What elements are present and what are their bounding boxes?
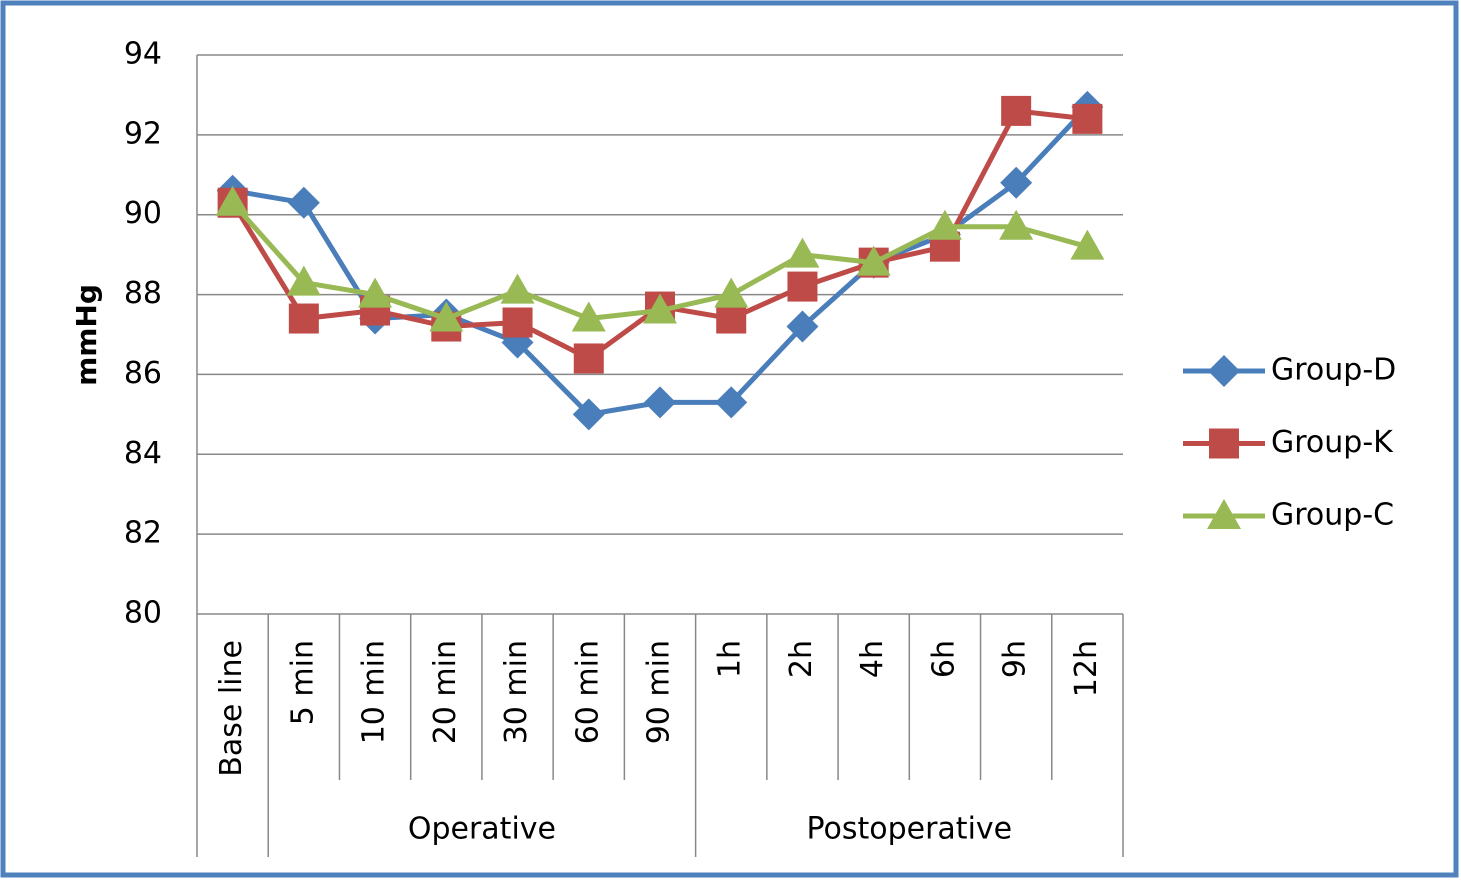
point [999,209,1034,240]
x-tick-label: 20 min [428,640,463,744]
x-tick-label: 10 min [357,640,392,744]
point [358,277,393,308]
group-label: Postoperative [806,812,1012,847]
legend-label: Group-D [1271,353,1396,388]
x-tick-label: 2h [784,640,819,678]
x-tick-label: 90 min [642,640,677,744]
legend-marker [1209,428,1239,459]
legend-marker [1207,499,1241,529]
point [716,303,747,334]
y-tick-label: 88 [124,276,162,311]
point [1000,166,1033,199]
point [500,273,535,304]
y-tick-label: 82 [124,516,162,551]
x-tick-label: 4h [855,640,890,678]
x-tick-label: 6h [926,640,961,678]
point [573,343,604,374]
y-tick-label: 92 [124,116,162,151]
x-tick-label: 1h [713,640,748,678]
point [786,310,819,343]
point [286,265,321,296]
group-label: Operative [408,812,556,847]
point [572,398,605,431]
legend-label: Group-C [1271,498,1394,533]
x-tick-label: 12h [1069,640,1104,697]
legend-marker [1208,355,1240,387]
y-tick-label: 94 [124,37,162,72]
point [856,245,891,276]
point [644,386,676,419]
point [1070,229,1105,260]
point [714,277,749,308]
y-tick-label: 86 [124,356,162,391]
x-tick-label: 9h [998,640,1033,678]
point [1072,103,1103,134]
point [787,271,818,302]
x-tick-label: 30 min [499,640,534,744]
y-tick-label: 84 [124,436,162,471]
y-tick-label: 90 [124,196,162,231]
point [571,301,606,332]
point [502,307,533,338]
y-tick-label: 80 [124,596,162,631]
point [429,301,464,332]
point [927,209,962,240]
x-tick-label: Base line [214,640,249,777]
point [288,303,319,334]
point [1001,95,1032,126]
y-axis-label: mmHg [70,284,103,386]
point [215,185,250,216]
x-tick-label: 5 min [285,640,320,725]
point [643,293,677,324]
point [785,237,820,268]
x-tick-label: 60 min [570,640,605,744]
legend-label: Group-K [1271,425,1394,460]
point [715,386,748,419]
point [287,186,320,219]
